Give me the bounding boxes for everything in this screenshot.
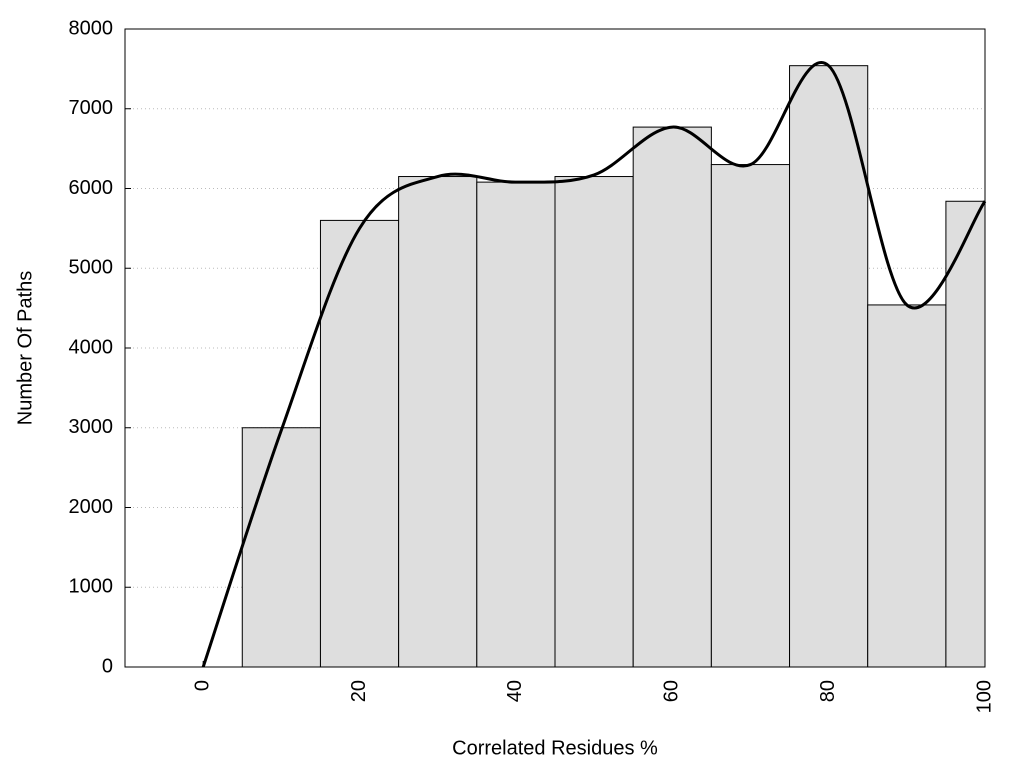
bar — [476, 181, 556, 668]
y-tick-label: 1000 — [69, 576, 114, 598]
x-tick-label: 80 — [817, 680, 839, 702]
y-axis-label: Number Of Paths — [14, 271, 36, 426]
bar — [945, 200, 986, 668]
bar — [319, 219, 400, 668]
bar — [554, 176, 634, 668]
bar — [789, 65, 869, 668]
y-tick-label: 2000 — [69, 496, 114, 518]
bar — [867, 304, 947, 668]
x-axis-label: Correlated Residues % — [452, 737, 658, 759]
x-tick-label: 40 — [504, 680, 526, 702]
bar — [398, 176, 478, 668]
bar — [632, 126, 712, 668]
y-tick-label: 8000 — [69, 17, 114, 39]
curve — [201, 61, 987, 668]
plot-frame — [124, 28, 986, 668]
bar — [241, 427, 321, 668]
x-tick-label: 100 — [973, 680, 995, 713]
y-tick-label: 3000 — [69, 416, 114, 438]
y-tick-label: 5000 — [69, 257, 114, 279]
x-tick-label: 60 — [661, 680, 683, 702]
x-tick-label: 0 — [191, 680, 213, 691]
y-tick-label: 7000 — [69, 97, 114, 119]
bar — [710, 164, 791, 668]
y-tick-label: 4000 — [69, 336, 114, 358]
y-tick-label: 6000 — [69, 177, 114, 199]
y-tick-label: 0 — [102, 655, 113, 677]
x-tick-label: 20 — [348, 680, 370, 702]
